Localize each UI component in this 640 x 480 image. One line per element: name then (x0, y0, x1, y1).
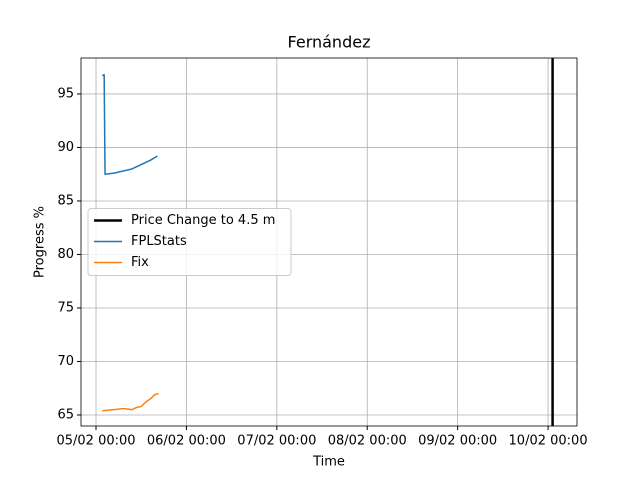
legend-label: Price Change to 4.5 m (131, 213, 275, 228)
x-tick-label: 08/02 00:00 (328, 434, 407, 449)
x-tick-label: 10/02 00:00 (509, 434, 588, 449)
x-tick-label: 09/02 00:00 (418, 434, 497, 449)
y-tick-label: 85 (57, 193, 74, 208)
chart-title: Fernández (288, 33, 371, 52)
y-tick-label: 65 (57, 407, 74, 422)
data-line (101, 73, 158, 175)
y-tick-label: 75 (57, 300, 74, 315)
y-tick-label: 80 (57, 247, 74, 262)
data-line (102, 392, 159, 412)
legend-label: Fix (131, 255, 149, 270)
x-tick-label: 05/02 00:00 (56, 434, 135, 449)
axes-frame (80, 57, 578, 427)
legend (87, 208, 292, 276)
y-tick-label: 70 (57, 354, 74, 369)
x-tick-label: 07/02 00:00 (237, 434, 316, 449)
x-tick-label: 06/02 00:00 (147, 434, 226, 449)
x-axis-label: Time (312, 455, 345, 470)
y-axis-label: Progress % (33, 206, 48, 278)
y-tick-label: 90 (57, 140, 74, 155)
legend-label: FPLStats (131, 234, 187, 249)
y-tick-label: 95 (57, 86, 74, 101)
